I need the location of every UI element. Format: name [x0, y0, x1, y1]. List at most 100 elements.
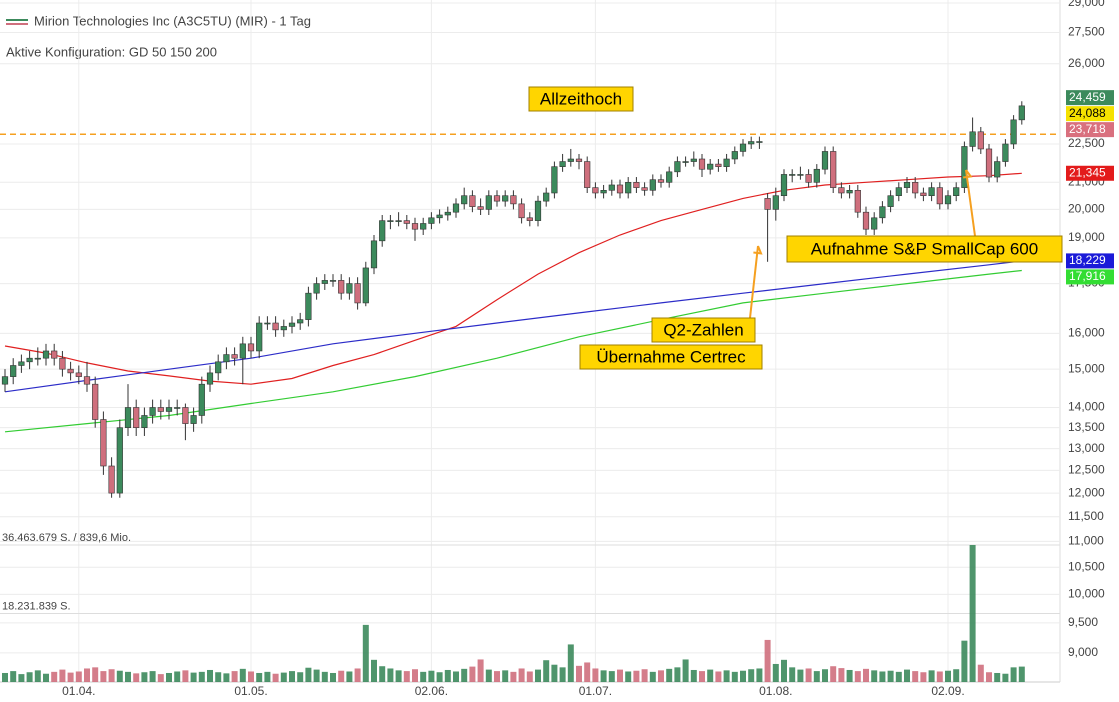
y-tick-label: 14,000: [1068, 400, 1105, 414]
volume-bar: [576, 665, 582, 682]
price-label: 21,345: [1069, 165, 1106, 179]
candle-body: [895, 187, 902, 196]
candle-body: [100, 419, 107, 467]
price-label-box: [1066, 253, 1114, 269]
volume-bar: [649, 671, 656, 682]
candle-body: [403, 220, 410, 224]
volume-bar: [863, 668, 869, 682]
candle-body: [321, 280, 328, 284]
candle-body: [854, 190, 861, 213]
candle-body: [116, 427, 123, 494]
moving-average-line: [4, 172, 1022, 385]
annotation-box: [786, 235, 1063, 263]
volume-bar: [928, 670, 935, 682]
volume-bar: [608, 671, 615, 682]
volume-bar: [986, 672, 992, 682]
candle-body: [838, 187, 845, 194]
candle-body: [657, 179, 665, 183]
candle-body: [625, 182, 632, 194]
volume-bar: [198, 671, 205, 682]
volume-bar: [330, 672, 336, 682]
annotation-arrow-head: [963, 169, 973, 179]
volume-bar: [920, 672, 927, 682]
x-tick-label: 01.07.: [579, 684, 612, 698]
volume-bar: [67, 672, 74, 682]
candle-body: [26, 357, 33, 363]
volume-bar: [354, 668, 361, 682]
y-tick-label: 9,000: [1068, 645, 1098, 659]
volume-bar: [444, 669, 451, 682]
volume-bar: [43, 673, 49, 682]
volume-bar: [895, 671, 902, 682]
volume-bar: [75, 671, 82, 682]
candle-body: [789, 174, 796, 176]
candle-body: [75, 372, 82, 377]
volume-bar: [34, 670, 41, 682]
volume-bar: [1018, 666, 1025, 682]
candle-body: [616, 184, 624, 194]
volume-bar: [182, 670, 189, 682]
candle-body: [149, 407, 156, 416]
y-tick-label: 26,000: [1068, 56, 1105, 70]
annotation-arrow: [965, 169, 976, 237]
candle-body: [797, 174, 804, 176]
volume-bar: [723, 670, 730, 682]
volume-bar: [420, 671, 427, 682]
volume-bar: [822, 669, 828, 682]
candle-body: [165, 407, 173, 412]
volume-bar: [731, 671, 738, 682]
volume-bar: [174, 671, 181, 682]
candle-body: [346, 283, 353, 294]
candle-body: [256, 322, 263, 352]
annotation-box: [651, 317, 756, 343]
volume-bar: [92, 667, 99, 682]
x-tick-label: 01.08.: [759, 684, 792, 698]
candle-body: [59, 357, 66, 370]
volume-bar: [904, 669, 910, 682]
candle-body: [34, 357, 41, 360]
candle-body: [575, 158, 583, 162]
volume-bar: [617, 669, 623, 682]
volume-bar: [600, 670, 607, 682]
volume-bar: [625, 671, 632, 682]
volume-bar: [477, 659, 484, 682]
volume-bar: [871, 670, 878, 682]
volume-bar: [215, 672, 222, 682]
candle-body: [329, 280, 337, 282]
candle-body: [633, 182, 640, 188]
volume-bar: [994, 672, 1001, 682]
volume-bar: [641, 669, 648, 682]
volume-bar: [313, 669, 320, 682]
candle-body: [953, 187, 960, 196]
volume-bar: [764, 639, 771, 682]
candle-body: [559, 161, 566, 167]
candle-body: [157, 407, 164, 412]
volume-bar: [748, 669, 755, 682]
volume-bar: [190, 672, 197, 682]
volume-bar: [936, 671, 943, 682]
price-label-box: [1066, 122, 1114, 138]
candle-body: [215, 361, 222, 374]
volume-bar: [239, 668, 246, 682]
candle-body: [772, 195, 779, 210]
candle-body: [518, 203, 525, 219]
volume-bar: [166, 672, 172, 682]
volume-bar: [149, 671, 156, 682]
candle-body: [264, 322, 271, 325]
candle-body: [223, 354, 230, 363]
candle-body: [936, 187, 943, 205]
volume-bar: [797, 669, 804, 682]
volume-bar: [387, 668, 394, 682]
y-tick-label: 13,500: [1068, 420, 1105, 434]
volume-bar: [518, 668, 525, 682]
candle-body: [813, 168, 820, 183]
volume-bar: [813, 671, 820, 682]
y-tick-label: 27,500: [1068, 25, 1105, 39]
volume-bar: [346, 671, 353, 682]
volume-bar: [805, 668, 812, 682]
candle-body: [387, 220, 394, 222]
volume-bar: [412, 669, 418, 682]
candle-body: [674, 161, 681, 173]
y-tick-label: 11,500: [1068, 509, 1104, 523]
moving-average-line: [4, 260, 1022, 393]
